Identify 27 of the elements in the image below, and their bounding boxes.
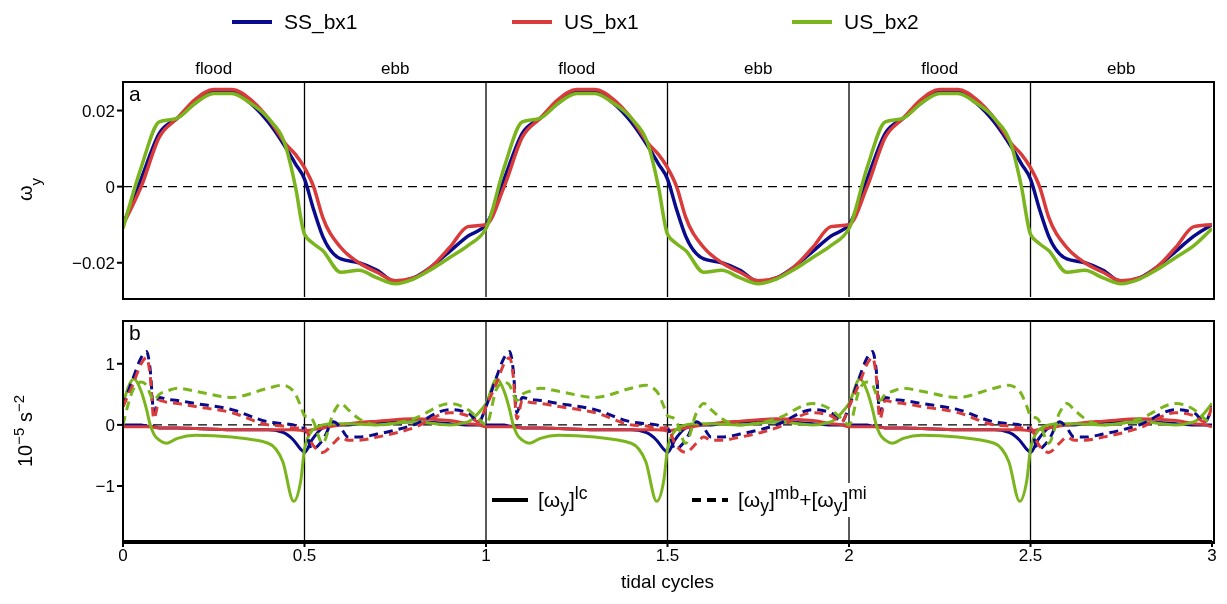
x-tick-label: 2 xyxy=(844,546,854,566)
text: ebb xyxy=(1107,59,1136,78)
text: ebb xyxy=(381,59,410,78)
annotation: [ω$_{y}$]$^{mb}$+[ω$_{y}$]$^{mi}$ xyxy=(738,483,867,518)
annotation: [ω$_{y}$]$^{lc}$ xyxy=(538,483,588,518)
text: flood xyxy=(195,59,233,78)
y-tick-label: 0 xyxy=(105,177,115,197)
y-tick-label: −0.02 xyxy=(71,253,115,273)
y-tick-label: 0.02 xyxy=(81,101,115,121)
x-tick-label: 0 xyxy=(118,546,128,566)
chart-title: b xyxy=(129,321,141,344)
chart-title: a xyxy=(129,82,141,105)
y-tick-label: 0 xyxy=(105,415,115,435)
x-tick-label: 1 xyxy=(481,546,491,566)
legend-label: US_bx1 xyxy=(564,10,639,34)
legend-label: US_bx2 xyxy=(844,10,919,34)
x-tick-label: 3 xyxy=(1207,546,1217,566)
legend-label: SS_bx1 xyxy=(284,10,358,34)
x-tick-label: 2.5 xyxy=(1018,546,1043,566)
text: flood xyxy=(558,59,596,78)
text: flood xyxy=(921,59,959,78)
x-tick-label: 1.5 xyxy=(655,546,680,566)
x-axis-title: tidal cycles xyxy=(621,571,714,592)
x-tick-label: 0.5 xyxy=(292,546,317,566)
y-tick-label: 1 xyxy=(105,354,115,374)
y-tick-label: −1 xyxy=(95,477,115,497)
text: ebb xyxy=(744,59,773,78)
